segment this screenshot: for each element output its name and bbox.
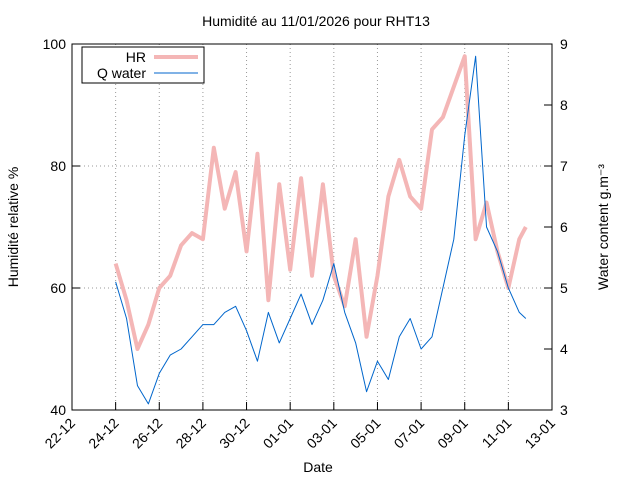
x-tick-label: 30-12 [216, 415, 253, 452]
y2-tick-label: 8 [560, 97, 568, 113]
y2-tick-label: 6 [560, 219, 568, 235]
x-tick-label: 03-01 [303, 415, 340, 452]
y-axis-label: Humidité relative % [5, 167, 21, 288]
chart-title: Humidité au 11/01/2026 pour RHT13 [202, 13, 430, 29]
x-tick-label: 07-01 [391, 415, 428, 452]
y2-tick-label: 9 [560, 36, 568, 52]
plot-frame [71, 43, 553, 411]
x-tick-label: 05-01 [347, 415, 384, 452]
series-line [113, 54, 528, 351]
y2-tick-label: 7 [560, 158, 568, 174]
legend-label: HR [126, 49, 146, 65]
y2-axis-label: Water content g.m⁻³ [595, 164, 611, 290]
x-tick-label: 24-12 [85, 415, 122, 452]
x-tick-label: 28-12 [172, 415, 209, 452]
legend-box [81, 46, 205, 84]
x-tick-label: 11-01 [479, 415, 515, 451]
y2-tick-label: 3 [560, 402, 568, 418]
y-tick-label: 80 [50, 158, 66, 174]
y-tick-label: 100 [43, 36, 67, 52]
y2-tick-label: 5 [560, 280, 568, 296]
series-line [115, 55, 527, 405]
x-tick-label: 09-01 [434, 415, 471, 452]
x-tick-label: 26-12 [129, 415, 166, 452]
legend-label: Q water [97, 65, 146, 81]
y2-tick-label: 4 [560, 341, 568, 357]
x-tick-label: 13-01 [521, 415, 558, 452]
x-axis-label: Date [303, 459, 333, 475]
y-tick-label: 40 [50, 402, 66, 418]
y-tick-label: 60 [50, 280, 66, 296]
x-tick-label: 01-01 [260, 415, 297, 452]
x-tick-label: 22-12 [41, 415, 78, 452]
